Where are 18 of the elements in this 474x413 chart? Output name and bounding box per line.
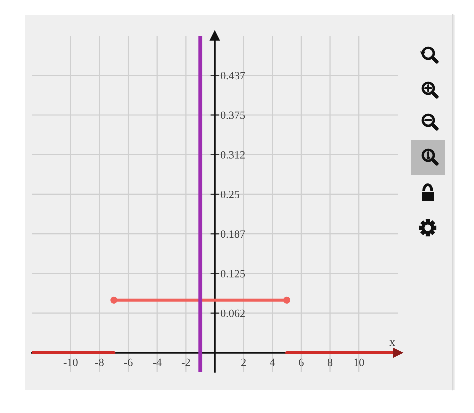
x-tick-label: -2 — [182, 358, 190, 366]
x-tick-label: -4 — [153, 358, 162, 366]
y-tick-label: 0.062 — [220, 310, 245, 318]
y-tick-label: 0.25 — [220, 190, 240, 199]
x-tick-label: -6 — [124, 358, 133, 366]
x-axis-title: x — [390, 340, 396, 346]
x-tick-label: 4 — [270, 358, 276, 366]
y-tick-label: 0.187 — [220, 230, 246, 238]
x-tick-label: 10 — [354, 358, 364, 366]
x-tick-label: -8 — [96, 358, 104, 366]
x-tick-label: 8 — [328, 358, 333, 366]
y-tick-label: 0.125 — [220, 270, 246, 278]
y-tick-label: 0.312 — [220, 151, 245, 159]
y-tick-label: 0.437 — [220, 72, 246, 80]
x-tick-label: -10 — [64, 358, 78, 366]
y-tick-label: 0.375 — [220, 112, 246, 120]
x-tick-label: 2 — [242, 358, 246, 366]
x-tick-label: 6 — [299, 358, 304, 366]
